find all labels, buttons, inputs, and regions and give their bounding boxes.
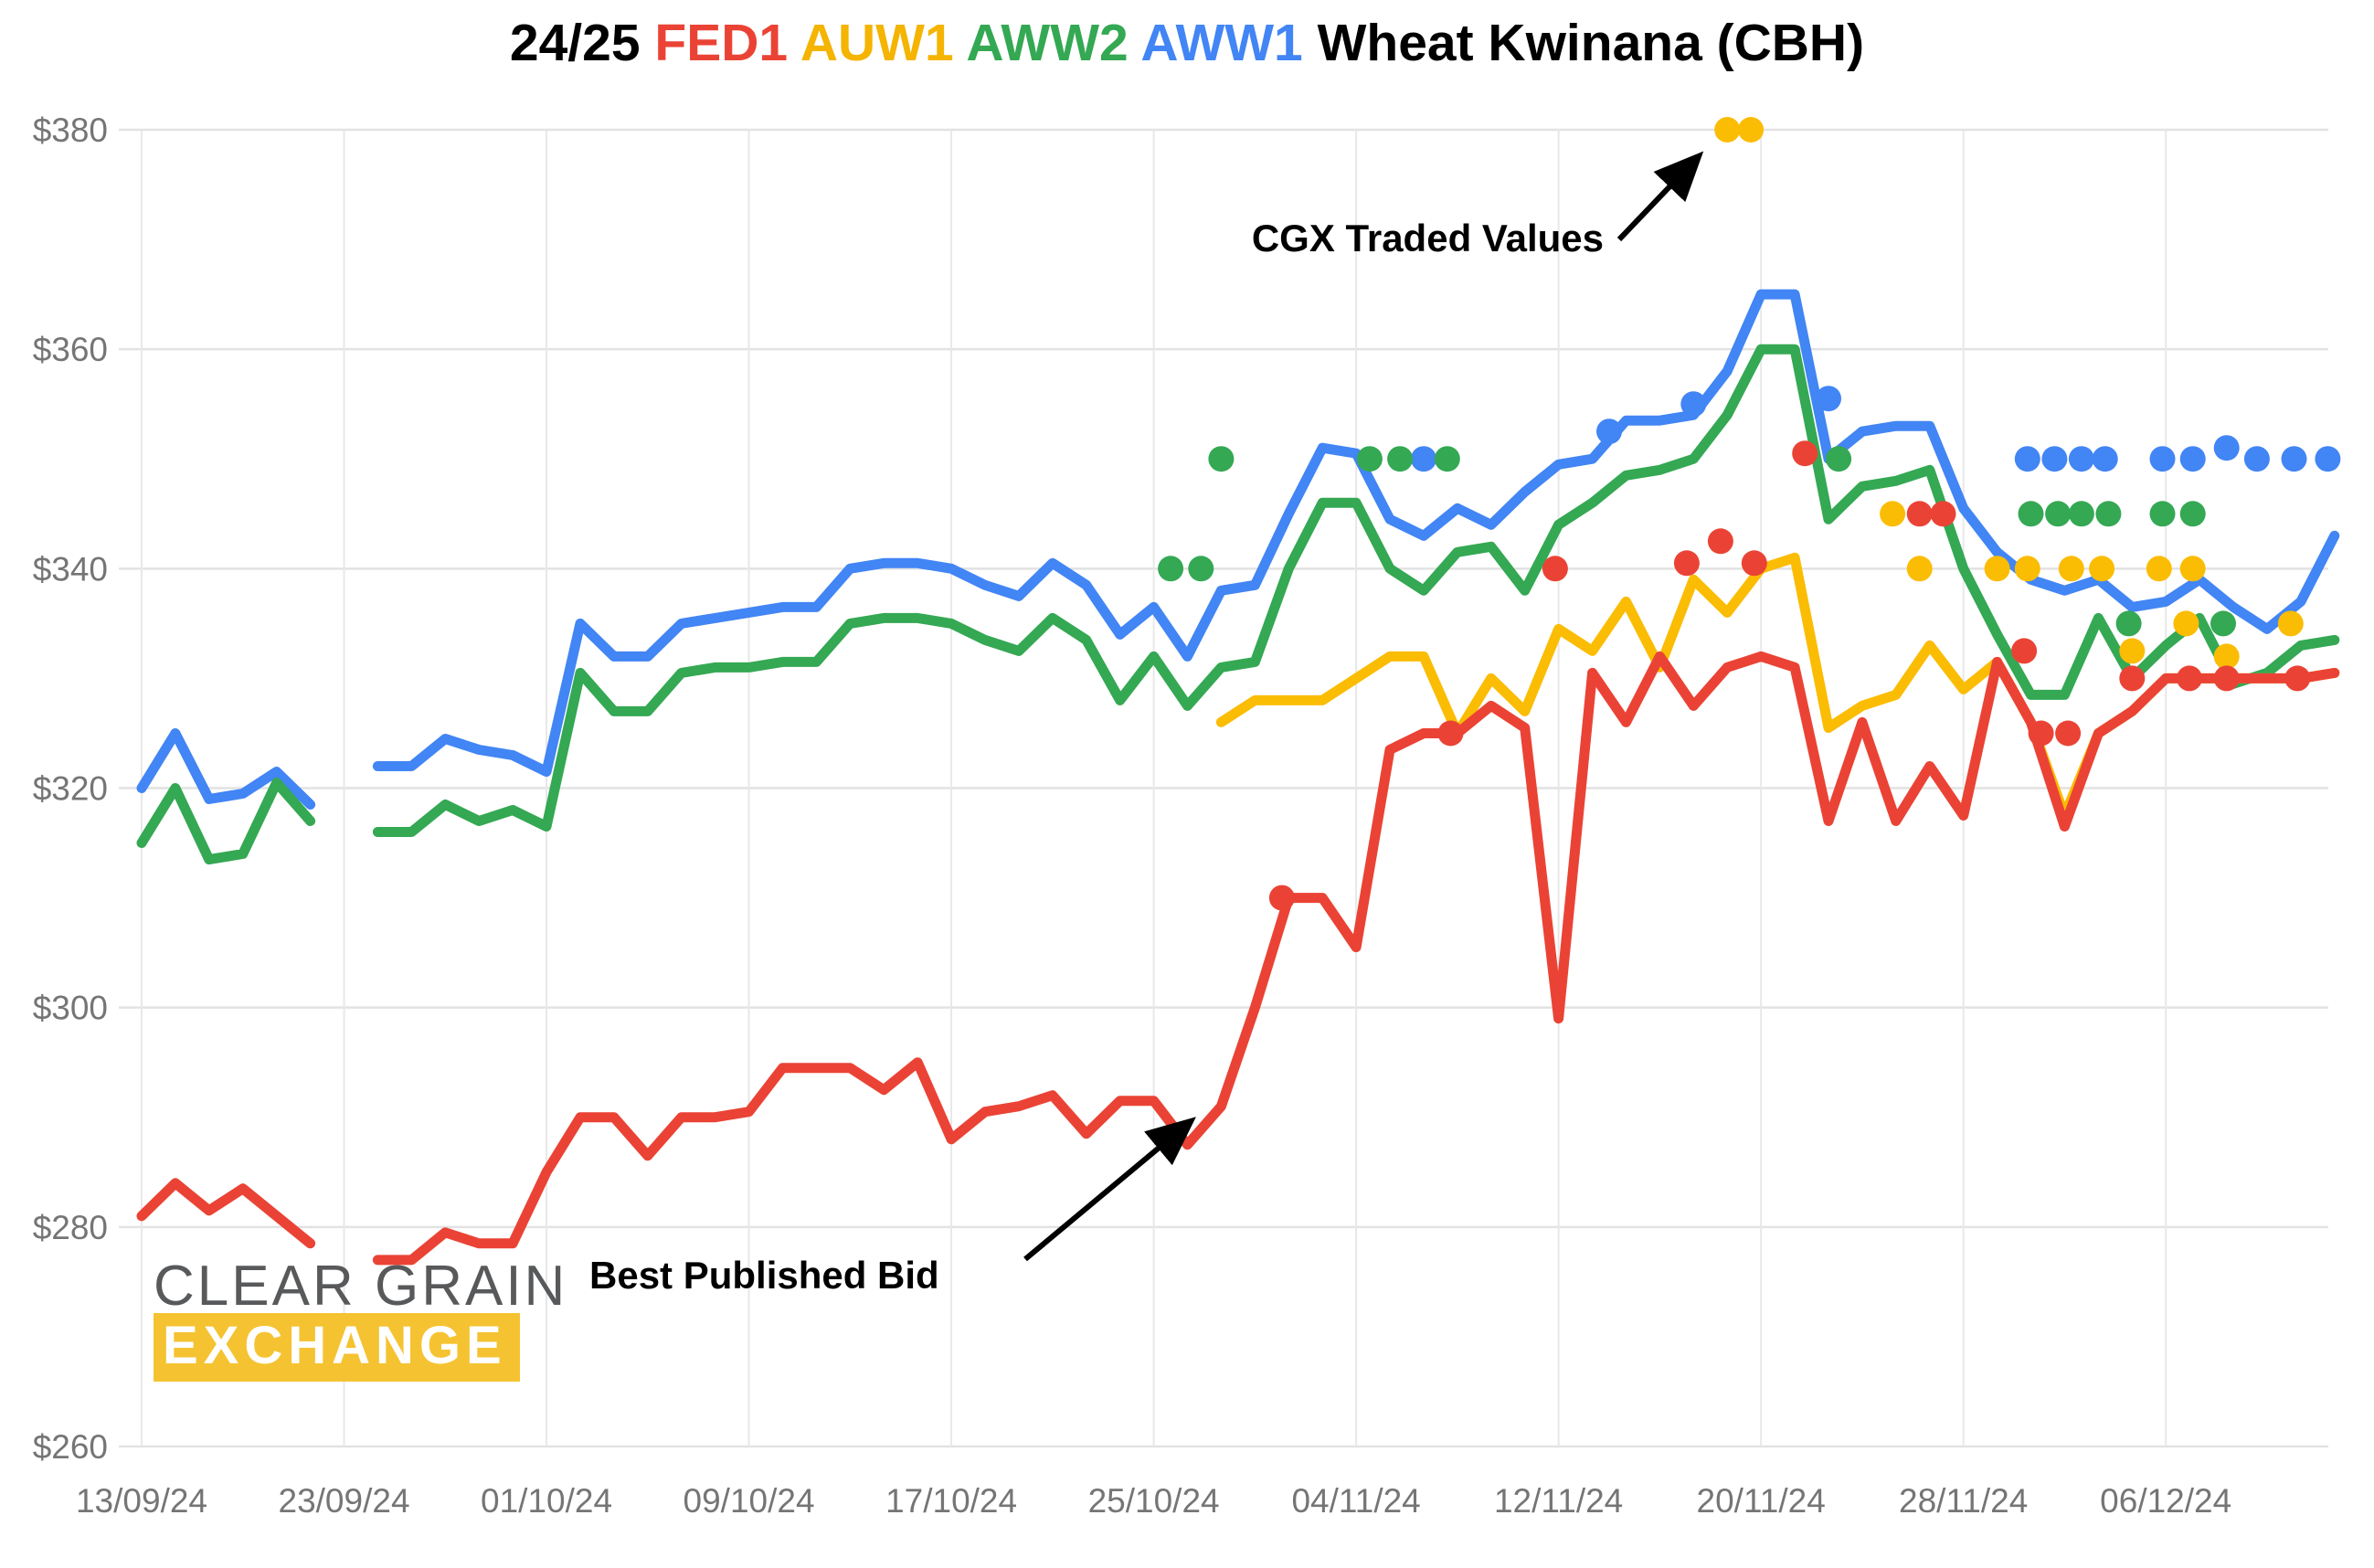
dot-FED1-traded [1437,720,1464,747]
dot-FED1-traded [1268,885,1295,911]
logo-clear-grain: CLEAR GRAIN [154,1255,568,1318]
dot-FED1-traded [1906,501,1933,527]
dot-AWW1-traded [1411,446,1436,472]
dot-AWW2-traded [1387,446,1414,472]
dot-FED1-traded [1930,501,1956,527]
dot-AUW1-traded [2146,556,2172,582]
dot-FED1-traded [2011,638,2038,664]
dot-FED1-traded [2028,720,2054,747]
dot-AWW1-traded [2149,446,2176,472]
dot-AWW2-traded [2149,501,2176,527]
x-tick-label: 13/09/24 [76,1482,207,1520]
dot-FED1-traded [1673,550,1700,577]
y-tick-label: $360 [33,331,108,368]
dot-AWW2-traded [2115,610,2142,637]
x-tick-label: 25/10/24 [1088,1482,1220,1520]
dot-AWW2-traded [2068,501,2094,527]
dot-FED1-traded [1542,556,1568,582]
y-tick-label: $280 [33,1209,108,1246]
dot-AWW2-traded [1356,446,1383,472]
axis-labels: $260 $280 $300 $320 $340 $360 $380 13/09/24 23/0… [33,111,2232,1520]
title-part: AWW2 [966,14,1141,72]
dot-AWW1-traded [2179,446,2206,472]
y-tick-label: $320 [33,769,108,807]
dot-FED1-traded [2055,720,2082,747]
dot-AUW1-traded [1714,117,1741,143]
line-FED1 [136,651,2340,1266]
dot-AWW1-traded [2068,446,2094,472]
y-tick-label: $260 [33,1428,108,1466]
dot-AUW1-traded [2179,556,2206,582]
dot-AWW2-traded [1188,556,1214,582]
x-tick-label: 23/09/24 [279,1482,410,1520]
dot-AUW1-traded [2058,556,2084,582]
title-part: 24/25 [509,14,655,72]
dot-AWW1-traded [2014,446,2040,472]
dot-FED1-traded [2213,665,2240,692]
title-part: AWW1 [1140,14,1318,72]
y-tick-label: $300 [33,990,108,1027]
y-tick-label: $380 [33,111,108,149]
x-tick-label: 04/11/24 [1291,1482,1420,1520]
dot-AWW2-traded [2045,501,2072,527]
x-tick-label: 09/10/24 [684,1482,815,1520]
dot-AWW1-traded [1680,391,1707,418]
x-tick-label: 06/12/24 [2100,1482,2231,1520]
dot-AUW1-traded [2089,556,2115,582]
dot-FED1-traded [1792,440,1818,467]
title-part: FED1 [654,14,800,72]
x-tick-label: 12/11/24 [1494,1482,1623,1520]
chart-title: 24/25 FED1 AUW1 AWW2 AWW1 Wheat Kwinana … [0,13,2374,73]
dot-FED1-traded [2119,665,2146,692]
x-tick-label: 01/10/24 [481,1482,612,1520]
dot-AWW1-traded [2092,446,2118,472]
line-AWW2 [136,344,2340,865]
dot-AUW1-traded [2277,610,2304,637]
x-tick-label: 28/11/24 [1899,1482,2028,1520]
dot-FED1-traded [1707,528,1733,555]
dot-AUW1-traded [1906,556,1933,582]
dot-FED1-traded [2284,665,2311,692]
dot-AWW2-traded [1826,446,1852,472]
dot-AUW1-traded [1984,556,2010,582]
dot-AWW1-traded [2213,435,2240,461]
dot-AUW1-traded [1880,501,1906,527]
annotation-cgx-traded-values: CGX Traded Values [1252,217,1604,260]
gridlines [119,128,2328,1448]
dot-AUW1-traded [2119,638,2146,664]
dot-AWW1-traded [2281,446,2307,472]
dot-FED1-traded [1741,550,1767,577]
y-tick-label: $340 [33,550,108,588]
title-part: AUW1 [800,14,967,72]
x-tick-label: 20/11/24 [1697,1482,1826,1520]
x-tick-label: 17/10/24 [885,1482,1017,1520]
dot-AWW2-traded [1434,446,1460,472]
logo-exchange: EXCHANGE [154,1313,520,1382]
traded-value-dots [1158,117,2341,911]
dot-AWW2-traded [2210,610,2236,637]
dot-AUW1-traded [1738,117,1765,143]
dot-AWW2-traded [2179,501,2206,527]
dot-AUW1-traded [2213,643,2240,670]
cgx-traded-values-arrow [1616,151,1704,242]
dot-AWW2-traded [1158,556,1184,582]
dot-AWW2-traded [2095,501,2122,527]
best-published-bid-arrow [1023,1117,1196,1262]
dot-AWW2-traded [1208,446,1235,472]
dot-AUW1-traded [2014,556,2040,582]
dot-AWW1-traded [2243,446,2270,472]
dot-AWW1-traded [1596,418,1622,445]
line-AWW1 [136,289,2340,810]
title-part: Wheat Kwinana (CBH) [1317,14,1865,72]
dot-AWW1-traded [2315,446,2341,472]
dot-AUW1-traded [2173,610,2199,637]
dot-AWW1-traded [1816,386,1841,412]
dot-AWW1-traded [2041,446,2068,472]
dot-FED1-traded [2177,665,2202,692]
annotation-best-published-bid: Best Published Bid [589,1254,939,1297]
dot-AWW2-traded [2018,501,2044,527]
bid-lines [136,289,2340,1266]
